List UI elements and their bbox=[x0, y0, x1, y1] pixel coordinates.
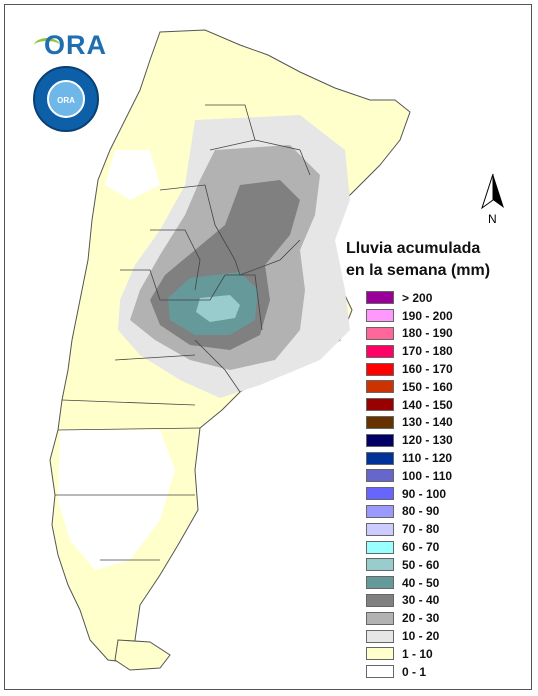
logo-swoosh-icon bbox=[34, 38, 60, 53]
legend-swatch bbox=[366, 326, 394, 340]
legend-item: 30 - 40 bbox=[366, 592, 453, 610]
legend-swatch bbox=[366, 469, 394, 483]
legend-item: 100 - 110 bbox=[366, 467, 453, 485]
tierra-del-fuego bbox=[114, 639, 171, 671]
legend-item: 120 - 130 bbox=[366, 431, 453, 449]
legend-label: 60 - 70 bbox=[402, 540, 440, 555]
legend-item: 20 - 30 bbox=[366, 609, 453, 627]
legend-label: 90 - 100 bbox=[402, 486, 447, 501]
legend-label: 80 - 90 bbox=[402, 504, 440, 519]
legend-item: 10 - 20 bbox=[366, 627, 453, 645]
legend-label: 190 - 200 bbox=[402, 308, 453, 323]
legend-item: 70 - 80 bbox=[366, 520, 453, 538]
legend-swatch bbox=[366, 611, 394, 625]
rain-zone-50-60 bbox=[196, 295, 240, 322]
legend: > 200 190 - 200 180 - 190 170 - 180 160 - 17… bbox=[366, 289, 453, 681]
legend-item: 90 - 100 bbox=[366, 485, 453, 503]
legend-item: 170 - 180 bbox=[366, 342, 453, 360]
legend-swatch bbox=[366, 291, 394, 305]
legend-item: 190 - 200 bbox=[366, 307, 453, 325]
legend-label: 50 - 60 bbox=[402, 557, 440, 572]
legend-swatch bbox=[366, 504, 394, 518]
legend-swatch bbox=[366, 540, 394, 554]
legend-title: Lluvia acumulada en la semana (mm) bbox=[346, 238, 490, 282]
legend-swatch bbox=[366, 487, 394, 501]
north-label: N bbox=[488, 212, 497, 226]
legend-swatch bbox=[366, 522, 394, 536]
legend-label: 10 - 20 bbox=[402, 629, 440, 644]
legend-label: 1 - 10 bbox=[402, 646, 433, 661]
legend-swatch bbox=[366, 380, 394, 394]
legend-item: 160 - 170 bbox=[366, 360, 453, 378]
legend-label: > 200 bbox=[402, 290, 433, 305]
legend-label: 110 - 120 bbox=[402, 451, 453, 466]
legend-item: 180 - 190 bbox=[366, 325, 453, 343]
legend-label: 120 - 130 bbox=[402, 433, 453, 448]
legend-label: 100 - 110 bbox=[402, 468, 453, 483]
dry-zone-south bbox=[58, 430, 175, 570]
legend-swatch bbox=[366, 451, 394, 465]
legend-swatch bbox=[366, 344, 394, 358]
legend-swatch bbox=[366, 665, 394, 679]
legend-label: 160 - 170 bbox=[402, 362, 453, 377]
legend-label: 70 - 80 bbox=[402, 522, 440, 537]
legend-label: 40 - 50 bbox=[402, 575, 440, 590]
legend-item: > 200 bbox=[366, 289, 453, 307]
legend-swatch bbox=[366, 362, 394, 376]
legend-item: 60 - 70 bbox=[366, 538, 453, 556]
legend-label: 170 - 180 bbox=[402, 344, 453, 359]
dry-zone-northwest bbox=[105, 150, 160, 200]
legend-item: 1 - 10 bbox=[366, 645, 453, 663]
legend-label: 20 - 30 bbox=[402, 611, 440, 626]
legend-swatch bbox=[366, 576, 394, 590]
legend-swatch bbox=[366, 593, 394, 607]
legend-swatch bbox=[366, 433, 394, 447]
legend-swatch bbox=[366, 415, 394, 429]
legend-swatch bbox=[366, 647, 394, 661]
smn-seal-icon: ORA bbox=[33, 66, 99, 132]
legend-label: 0 - 1 bbox=[402, 664, 427, 679]
legend-swatch bbox=[366, 629, 394, 643]
legend-label: 150 - 160 bbox=[402, 379, 453, 394]
legend-title-line2: en la semana (mm) bbox=[346, 262, 491, 279]
legend-label: 140 - 150 bbox=[402, 397, 453, 412]
seal-text: ORA bbox=[57, 96, 75, 105]
legend-swatch bbox=[366, 558, 394, 572]
legend-item: 140 - 150 bbox=[366, 396, 453, 414]
legend-title-line1: Lluvia acumulada bbox=[346, 240, 481, 257]
seal-center-icon: ORA bbox=[47, 80, 85, 118]
legend-item: 40 - 50 bbox=[366, 574, 453, 592]
legend-item: 50 - 60 bbox=[366, 556, 453, 574]
legend-swatch bbox=[366, 398, 394, 412]
legend-label: 130 - 140 bbox=[402, 415, 453, 430]
ora-logo: ORA bbox=[44, 30, 107, 60]
legend-label: 30 - 40 bbox=[402, 593, 440, 608]
legend-item: 0 - 1 bbox=[366, 663, 453, 681]
legend-swatch bbox=[366, 309, 394, 323]
province-borders bbox=[55, 104, 311, 561]
north-arrow-icon bbox=[481, 173, 504, 210]
legend-item: 80 - 90 bbox=[366, 503, 453, 521]
legend-item: 130 - 140 bbox=[366, 414, 453, 432]
legend-label: 180 - 190 bbox=[402, 326, 453, 341]
legend-item: 150 - 160 bbox=[366, 378, 453, 396]
legend-item: 110 - 120 bbox=[366, 449, 453, 467]
